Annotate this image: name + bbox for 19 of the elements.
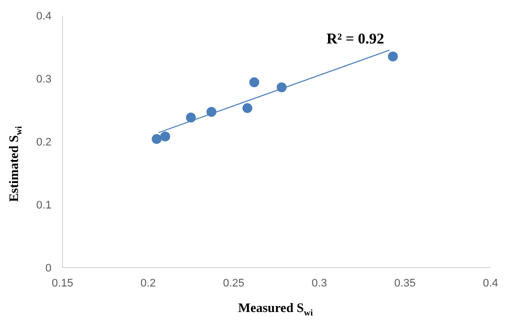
y-tick-label: 0.3	[36, 74, 52, 86]
point	[388, 51, 398, 62]
point	[242, 103, 252, 114]
point	[152, 134, 162, 144]
point	[160, 131, 170, 142]
y-tick-label: 0.1	[36, 200, 52, 212]
y-tick-label: 0.2	[36, 136, 52, 148]
x-tick-label: 0.35	[394, 278, 416, 290]
x-tick-label: 0.4	[482, 278, 498, 290]
point	[186, 112, 196, 123]
x-tick-label: 0.3	[312, 278, 327, 290]
y-tick-label: 0	[45, 262, 52, 274]
point	[249, 77, 260, 88]
x-axis-title: Measured S$_{wi}$	[238, 298, 313, 319]
x-tick-label: 0.25	[222, 278, 244, 290]
annotation: R² = 0.92	[326, 32, 384, 48]
x-tick-label: 0.2	[140, 278, 156, 290]
y-tick-label: 0.4	[36, 10, 52, 22]
x-tick-label: 0.15	[52, 278, 74, 290]
